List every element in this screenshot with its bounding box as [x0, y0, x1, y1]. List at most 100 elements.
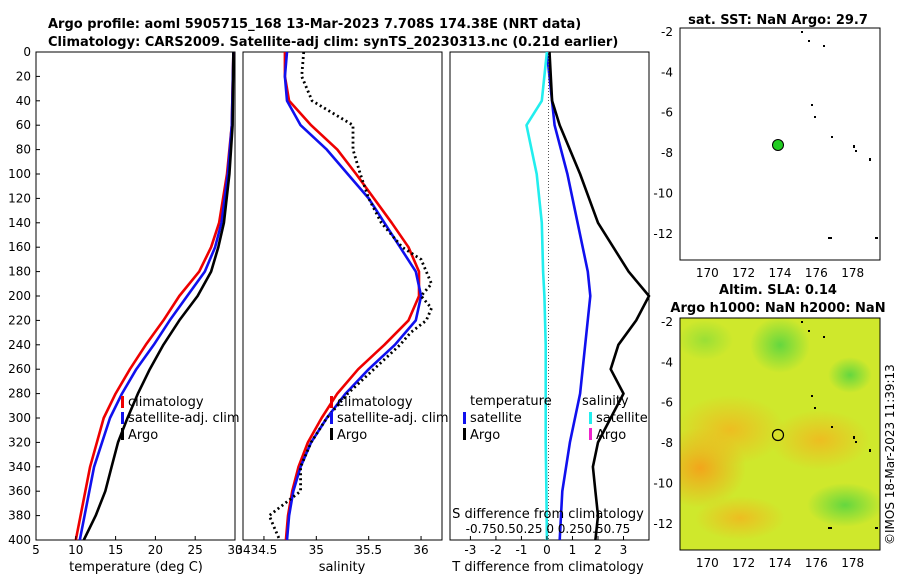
x-tick-label: -3 — [464, 543, 476, 557]
y-tick-label: 240 — [8, 338, 31, 352]
sla-heatmap — [680, 318, 880, 550]
legend-swatch-argo — [121, 428, 124, 440]
salinity-legend: climatology satellite-adj. clim Argo — [330, 395, 449, 443]
y-tick-label: 0 — [23, 45, 31, 59]
difference-xticks2: -0.750.50.25 0 0.250.50.75 — [466, 522, 631, 536]
x-tick-label: 3 — [620, 543, 628, 557]
legend-label-climatology: climatology — [337, 395, 413, 410]
temperature-panel — [35, 51, 236, 541]
salinity-xlabel: salinity — [319, 560, 366, 575]
legend-label-s-argo: Argo — [596, 428, 626, 443]
legend-swatch-satellite — [121, 412, 124, 424]
temperature-legend: climatology satellite-adj. clim Argo — [121, 395, 240, 443]
y-tick-label: 300 — [8, 411, 31, 425]
series-line-argo — [267, 51, 433, 541]
y-tick-label: 20 — [16, 69, 31, 83]
sla-map-panel — [679, 317, 881, 551]
legend-swatch-s-satellite — [589, 412, 592, 424]
x-tick-label: -2 — [490, 543, 502, 557]
map-y-tick-label: -4 — [661, 355, 673, 369]
map-x-tick-label: 170 — [696, 556, 719, 570]
series-line-argo — [82, 51, 235, 541]
legend-swatch-s-argo — [589, 428, 592, 440]
y-tick-label: 140 — [8, 216, 31, 230]
map-x-tick-label: 172 — [732, 266, 755, 280]
map-y-tick-label: -10 — [653, 476, 673, 490]
y-tick-label: 360 — [8, 484, 31, 498]
legend-label-satellite: satellite-adj. clim — [128, 411, 240, 426]
series-line-s-satellite — [525, 51, 549, 541]
x-tick-label: 36 — [413, 543, 428, 557]
temperature-xlabel: temperature (deg C) — [69, 560, 203, 575]
map-x-tick-label: 174 — [769, 556, 792, 570]
x-tick-label: 0 — [543, 543, 551, 557]
series-line-satellite-adj-clim — [78, 51, 235, 541]
map-x-tick-label: 178 — [841, 556, 864, 570]
map-y-tick-label: -12 — [653, 227, 673, 241]
legend-label-argo: Argo — [128, 428, 158, 443]
map-y-tick-label: -12 — [653, 517, 673, 531]
y-tick-label: 120 — [8, 191, 31, 205]
legend-swatch-climatology — [121, 396, 124, 408]
series-line-climatology — [283, 52, 421, 541]
x-tick-label: 2 — [594, 543, 602, 557]
x-tick-label: 34 — [235, 543, 250, 557]
map-x-tick-label: 172 — [732, 556, 755, 570]
imos-watermark: ©IMOS 18-Mar-2023 11:39:13 — [883, 364, 897, 545]
legend-swatch-argo — [330, 428, 333, 440]
map-y-tick-label: -6 — [661, 396, 673, 410]
sla-float-marker — [771, 428, 785, 442]
salinity-panel — [242, 51, 443, 541]
map-y-tick-label: -2 — [661, 315, 673, 329]
map-tick-labels: 170 172 174 176 178 -2 -4 -6 -8 -10 -12 170 172 174 17… — [653, 25, 864, 570]
x-tick-label: 20 — [148, 543, 163, 557]
legend-label-argo: Argo — [337, 428, 367, 443]
x-tick-label: 25 — [188, 543, 203, 557]
legend-swatch-t-satellite — [463, 412, 466, 424]
map-x-tick-label: 174 — [769, 266, 792, 280]
legend-title-temperature: temperature — [470, 394, 552, 409]
y-tick-label: 100 — [8, 167, 31, 181]
x-tick-label: 30 — [227, 543, 242, 557]
x-tick-label: 10 — [68, 543, 83, 557]
sla-map-title-line2: Argo h1000: NaN h2000: NaN — [670, 301, 885, 316]
map-y-tick-label: -4 — [661, 65, 673, 79]
profile-curves — [74, 51, 651, 541]
sla-map-coast — [801, 321, 878, 529]
map-x-tick-label: 178 — [841, 266, 864, 280]
sst-map-title: sat. SST: NaN Argo: 29.7 — [688, 13, 868, 28]
map-y-tick-label: -6 — [661, 106, 673, 120]
figure-title-line2: Climatology: CARS2009. Satellite-adj cli… — [48, 35, 618, 50]
y-tick-label: 260 — [8, 362, 31, 376]
difference-xlabel2: S difference from climatology — [452, 507, 644, 522]
depth-axis: 0 20 40 60 80 100 120 140 160 180 200 220 240 260 280 3… — [8, 45, 40, 547]
map-y-tick-label: -8 — [661, 146, 673, 160]
map-y-tick-label: -2 — [661, 25, 673, 39]
legend-label-t-argo: Argo — [470, 428, 500, 443]
x-tick-label: 15 — [108, 543, 123, 557]
difference-panel — [449, 51, 650, 541]
map-y-tick-label: -8 — [661, 436, 673, 450]
sst-map-coast — [801, 31, 878, 239]
legend-swatch-satellite — [330, 412, 333, 424]
series-line-t-satellite — [545, 51, 592, 541]
sst-float-marker — [772, 139, 784, 151]
series-line-t-argo — [548, 51, 651, 541]
map-x-tick-label: 176 — [805, 556, 828, 570]
figure-title-line1: Argo profile: aoml 5905715_168 13-Mar-20… — [48, 17, 581, 32]
difference-xlabel: T difference from climatology — [451, 560, 644, 575]
x-tick-label: -1 — [515, 543, 527, 557]
y-tick-label: 40 — [16, 94, 31, 108]
legend-title-salinity: salinity — [582, 394, 629, 409]
x-tick-label: 35.5 — [355, 543, 382, 557]
x-tick-label: 34.5 — [251, 543, 278, 557]
y-tick-label: 340 — [8, 460, 31, 474]
x-tick-label: 5 — [32, 543, 40, 557]
map-x-tick-label: 170 — [696, 266, 719, 280]
y-tick-label: 80 — [16, 143, 31, 157]
y-tick-label: 180 — [8, 265, 31, 279]
sla-map-title-line1: Altim. SLA: 0.14 — [719, 283, 837, 298]
y-tick-label: 60 — [16, 118, 31, 132]
legend-label-climatology: climatology — [128, 395, 204, 410]
